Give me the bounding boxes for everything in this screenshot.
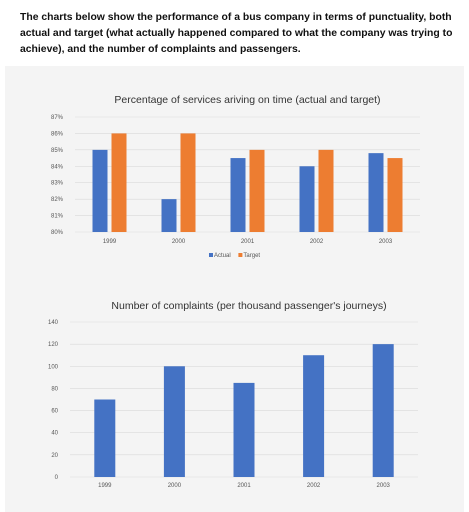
- y-tick-label: 40: [51, 431, 58, 437]
- bar-complaints-1999: [94, 399, 116, 477]
- bar-complaints-2000: [163, 366, 185, 477]
- y-tick-label: 80%: [51, 230, 64, 236]
- bar-target-2003: [387, 158, 403, 232]
- y-tick-label: 0: [55, 475, 59, 481]
- y-tick-label: 80: [51, 386, 58, 392]
- intro-text: The charts below show the performance of…: [20, 12, 453, 55]
- x-tick-label: 1999: [98, 483, 112, 489]
- x-tick-label: 2001: [241, 239, 255, 245]
- y-tick-label: 20: [51, 453, 58, 459]
- chart-title: Percentage of services ariving on time (…: [114, 94, 380, 106]
- legend-swatch-actual: [209, 253, 213, 257]
- y-tick-label: 120: [48, 342, 59, 348]
- y-tick-label: 87%: [51, 115, 64, 121]
- bar-target-2000: [180, 133, 196, 232]
- bar-actual-2001: [230, 158, 246, 232]
- y-tick-label: 60: [51, 409, 58, 415]
- x-tick-label: 2002: [307, 483, 321, 489]
- x-tick-label: 2001: [237, 483, 251, 489]
- x-tick-label: 2002: [310, 239, 324, 245]
- x-tick-label: 2003: [377, 483, 391, 489]
- y-tick-label: 83%: [51, 181, 64, 187]
- chart-title: Number of complaints (per thousand passe…: [111, 300, 386, 312]
- y-tick-label: 140: [48, 320, 59, 326]
- bar-actual-2003: [368, 153, 384, 232]
- y-tick-label: 84%: [51, 164, 64, 170]
- legend-label: Target: [243, 253, 260, 259]
- bar-target-1999: [111, 133, 127, 232]
- y-tick-label: 85%: [51, 148, 64, 154]
- bar-complaints-2001: [233, 382, 255, 477]
- bar-complaints-2002: [303, 355, 325, 477]
- bar-actual-2000: [161, 199, 177, 232]
- y-tick-label: 100: [48, 364, 59, 370]
- bar-complaints-2003: [372, 344, 394, 477]
- bar-actual-1999: [92, 149, 108, 232]
- legend-swatch-target: [238, 253, 243, 257]
- y-tick-label: 82%: [51, 197, 64, 203]
- x-tick-label: 2000: [168, 483, 182, 489]
- bar-actual-2002: [299, 166, 315, 232]
- y-tick-label: 86%: [51, 131, 64, 137]
- x-tick-label: 2000: [172, 239, 186, 245]
- legend-label: Actual: [214, 253, 231, 259]
- bar-target-2002: [318, 149, 334, 232]
- x-tick-label: 1999: [103, 239, 117, 245]
- bar-target-2001: [249, 149, 265, 232]
- y-tick-label: 81%: [51, 214, 64, 220]
- x-tick-label: 2003: [379, 239, 393, 245]
